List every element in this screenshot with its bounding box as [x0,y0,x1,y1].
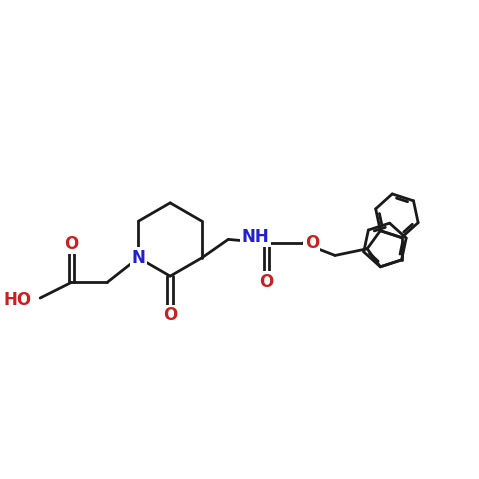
Text: N: N [132,249,145,267]
Text: O: O [163,306,177,324]
Text: HO: HO [3,291,31,309]
Text: O: O [64,235,79,252]
Text: O: O [305,234,319,252]
Text: O: O [259,273,274,291]
Text: NH: NH [241,228,269,246]
